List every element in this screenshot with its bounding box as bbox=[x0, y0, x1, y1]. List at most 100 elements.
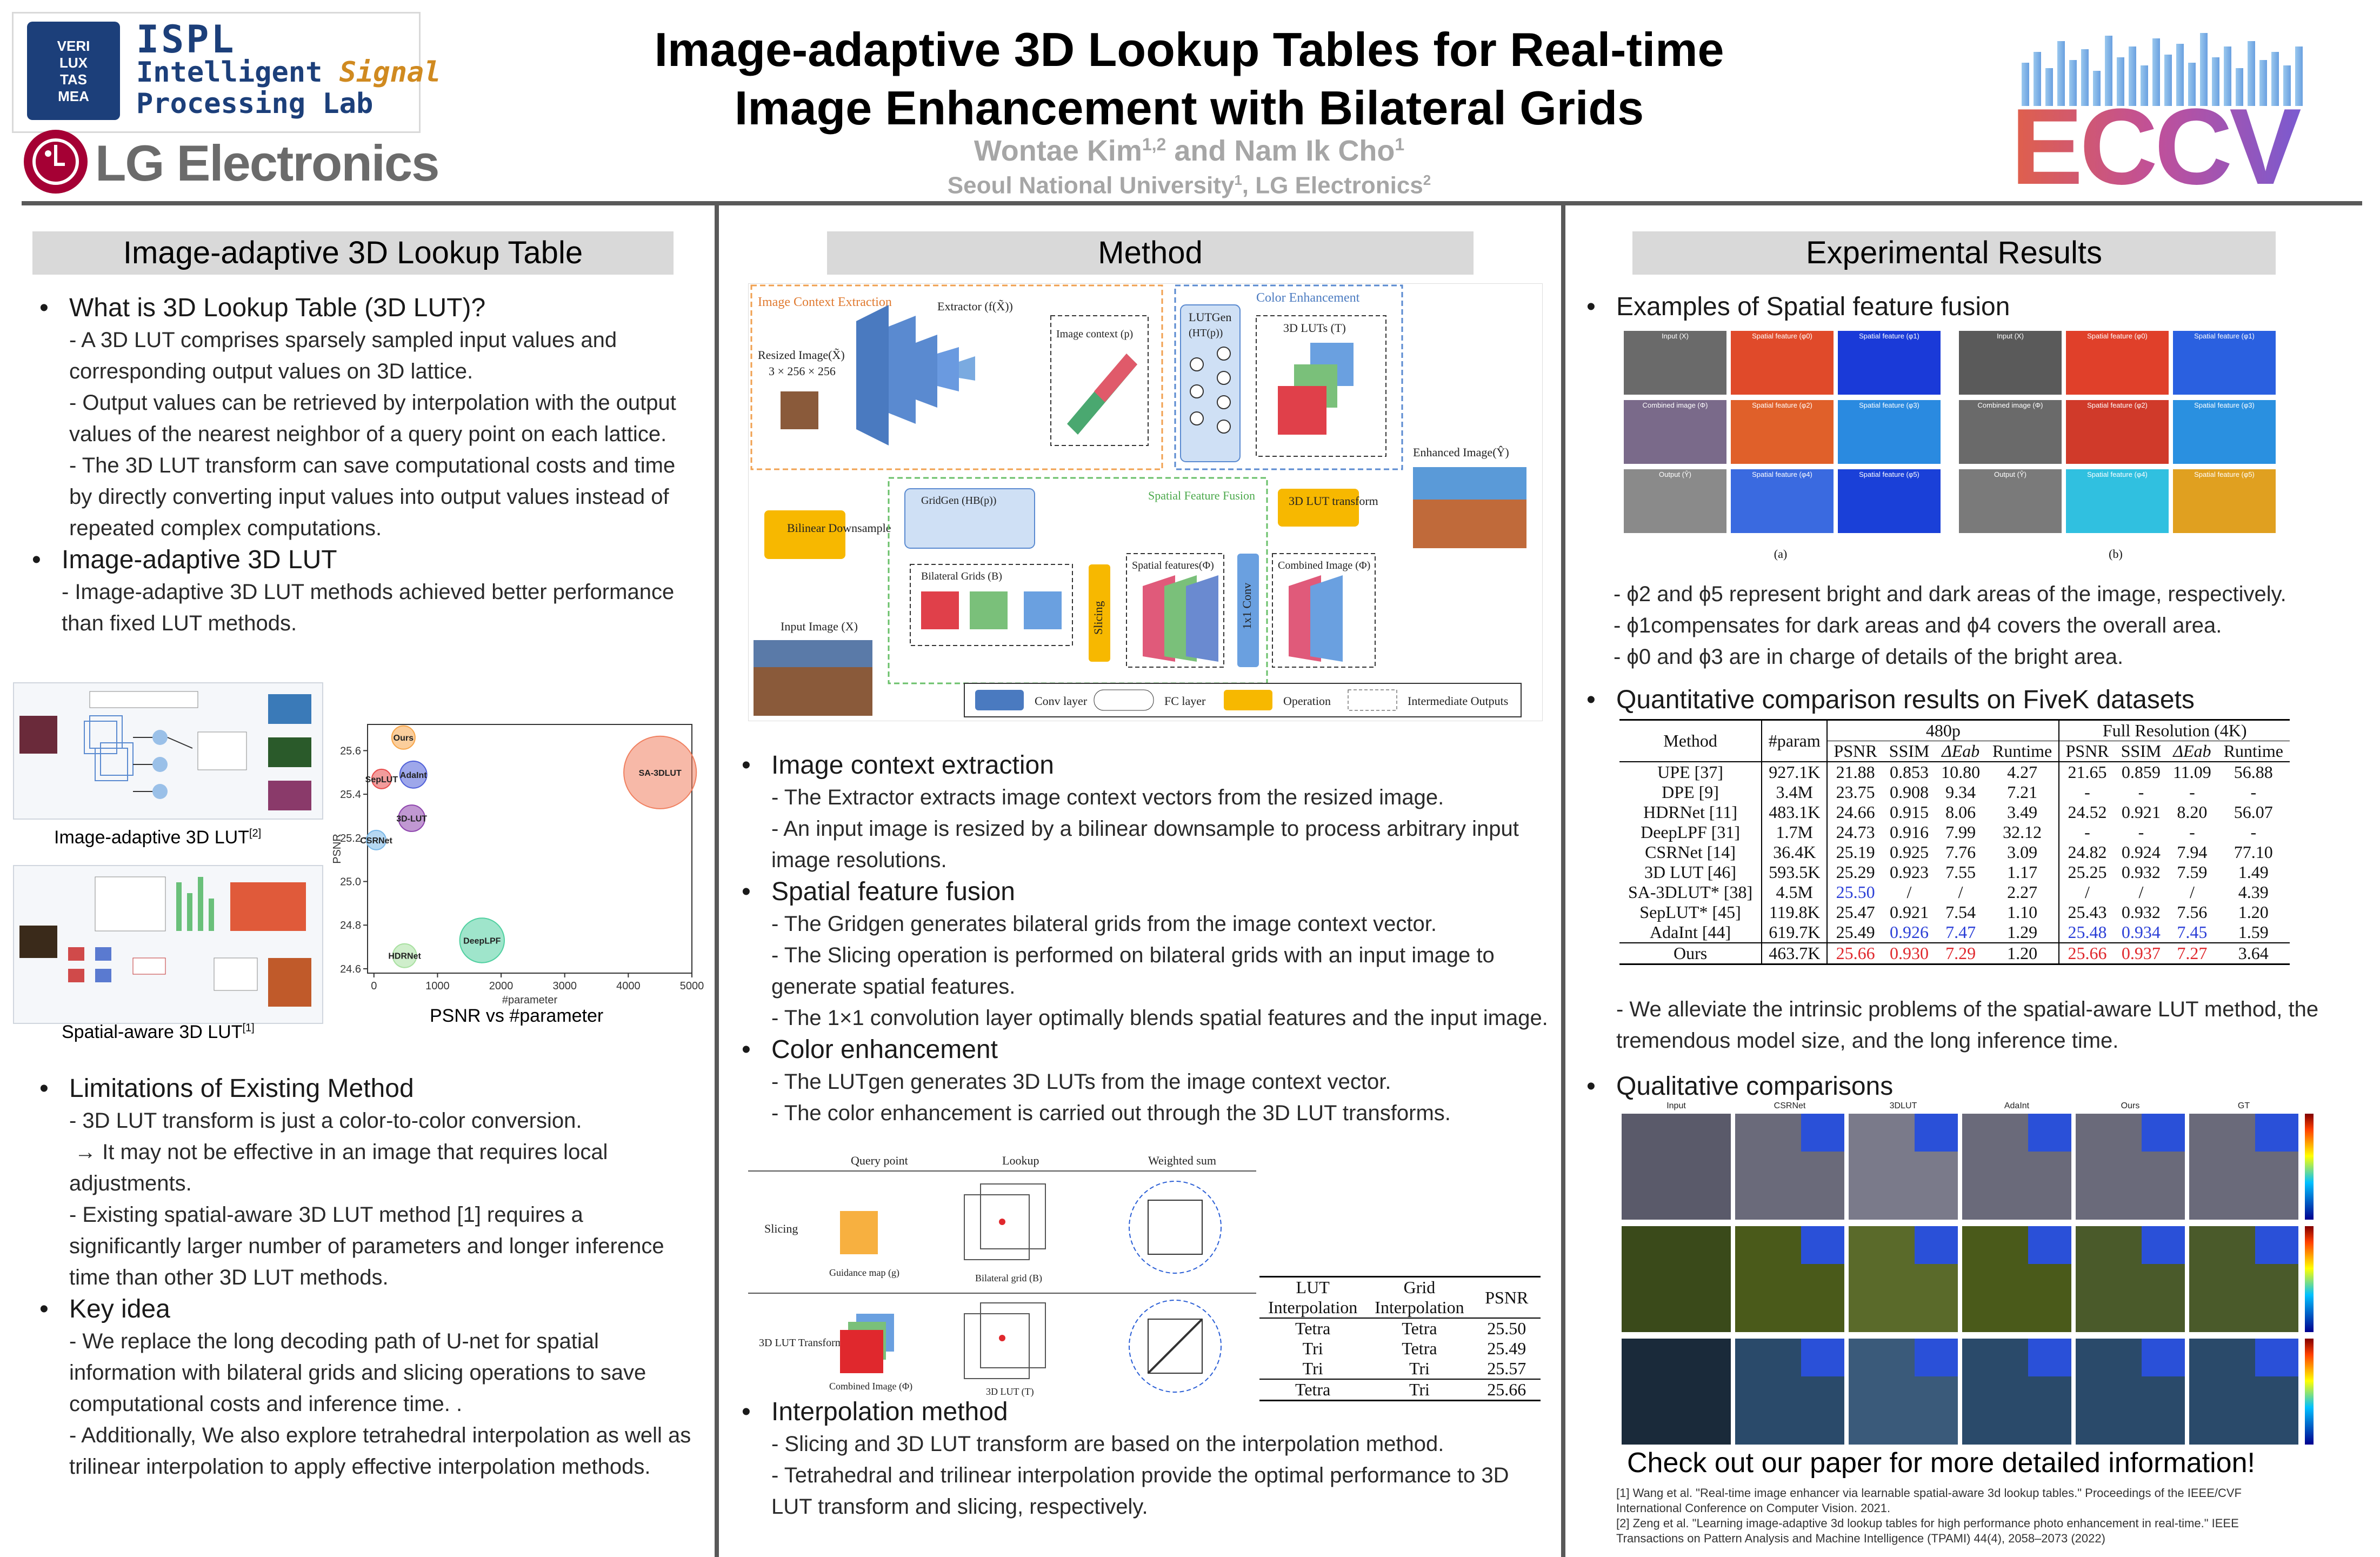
qual-error-inset bbox=[1915, 1114, 1958, 1152]
svg-text:Intermediate Outputs: Intermediate Outputs bbox=[1408, 694, 1508, 708]
table-cell: 3.09 bbox=[2007, 842, 2038, 862]
y-axis-label: PSNR bbox=[331, 834, 343, 864]
svg-text:Enhanced Image(Ŷ): Enhanced Image(Ŷ) bbox=[1413, 445, 1509, 459]
table-cell: 56.07 bbox=[2234, 802, 2273, 822]
table-cell: CSRNet [14] bbox=[1645, 842, 1736, 862]
svg-text:Extractor (f(X̃)): Extractor (f(X̃)) bbox=[937, 300, 1013, 313]
table-cell: 1.29 bbox=[2007, 922, 2038, 942]
svg-text:3D LUT (T): 3D LUT (T) bbox=[986, 1386, 1034, 1398]
fusion-tile-label: Combined image (Φ) bbox=[1978, 401, 2043, 409]
quantitative-table: Method #param 480p Full Resolution (4K) … bbox=[1619, 719, 2344, 965]
table-group-4k: Full Resolution (4K) bbox=[2058, 720, 2290, 741]
method-line: - Slicing and 3D LUT transform are based… bbox=[771, 1432, 1444, 1456]
data-label: 3D-LUT bbox=[396, 815, 427, 824]
bullet-color-enhancement: Color enhancement bbox=[771, 1034, 1550, 1066]
svg-text:Bilinear Downsample: Bilinear Downsample bbox=[787, 521, 891, 535]
qualitative-grid: Input CSRNet 3DLUT AdaInt Ours GT bbox=[1622, 1101, 2335, 1447]
table-cell: 7.54 bbox=[1945, 902, 1976, 922]
column-divider-1 bbox=[715, 205, 719, 1557]
table-cell: 0.915 bbox=[1889, 802, 1929, 822]
table-cell: 25.43 bbox=[2058, 902, 2115, 922]
qual-error-inset bbox=[2028, 1114, 2071, 1152]
ispl-name: ISPL bbox=[136, 17, 236, 62]
keyidea-line: - We replace the long decoding path of U… bbox=[69, 1329, 599, 1353]
fusion-tile-label: Spatial feature (φ2) bbox=[1752, 401, 1812, 409]
table-cell: - bbox=[2250, 782, 2257, 802]
svg-text:Image Context Extraction: Image Context Extraction bbox=[758, 295, 892, 309]
data-label: Ours bbox=[394, 734, 414, 743]
table-row: Tetra Tetra 25.50 bbox=[1295, 1319, 1526, 1338]
table-header: Runtime bbox=[2223, 741, 2283, 761]
table-group-480p: 480p bbox=[1826, 720, 2059, 741]
lg-logo-icon bbox=[24, 130, 88, 194]
method-line: - The LUTgen generates 3D LUTs from the … bbox=[771, 1070, 1391, 1094]
table-cell: 0.853 bbox=[1889, 762, 1929, 782]
bubble-chart-svg: 0 1000 2000 3000 4000 5000 24.6 24.8 25.0 25.2 25.… bbox=[331, 724, 704, 1006]
fusion-tile-label: Output (Ŷ) bbox=[1994, 470, 2026, 478]
qual-error-inset bbox=[1801, 1339, 1844, 1376]
data-label: SepLUT bbox=[365, 775, 398, 784]
svg-text:Image context (p): Image context (p) bbox=[1056, 328, 1133, 340]
table-cell: 1.59 bbox=[2238, 922, 2269, 942]
fusion-tile-label: Output (Ŷ) bbox=[1659, 470, 1691, 478]
lut-line: than fixed LUT methods. bbox=[62, 611, 297, 635]
table-cell: 7.55 bbox=[1945, 862, 1976, 882]
fusion-tile-label: Spatial feature (φ5) bbox=[1859, 470, 1919, 478]
table-header: Method bbox=[1619, 720, 1762, 762]
svg-text:Color Enhancement: Color Enhancement bbox=[1256, 291, 1360, 305]
table-cell: 3.49 bbox=[2007, 802, 2038, 822]
fusion-line: - ϕ0 and ϕ3 are in charge of details of … bbox=[1614, 645, 2124, 669]
table-cell: / bbox=[1906, 882, 1912, 902]
x-tick-label: 1000 bbox=[425, 980, 450, 992]
table-cell: - bbox=[2138, 782, 2144, 802]
ispl-seal-icon: VERI LUX TAS MEA bbox=[27, 22, 120, 120]
results-bullet-1: Examples of Spatial feature fusion bbox=[1616, 291, 2362, 323]
bubble-chart-caption: PSNR vs #parameter bbox=[430, 1006, 604, 1026]
keyidea-line: information with bilateral grids and sli… bbox=[69, 1361, 646, 1385]
fusion-tile bbox=[1838, 331, 1941, 395]
qual-tile bbox=[1622, 1226, 1731, 1332]
quant-line: tremendous model size, and the long infe… bbox=[1616, 1029, 2119, 1053]
svg-text:Combined Image (Φ): Combined Image (Φ) bbox=[829, 1381, 912, 1392]
lut-line: - Output values can be retrieved by inte… bbox=[69, 391, 676, 415]
limit-line: - Existing spatial-aware 3D LUT method [… bbox=[69, 1203, 583, 1227]
table-cell: 3D LUT [46] bbox=[1644, 862, 1737, 882]
fusion-tile bbox=[2066, 400, 2169, 464]
table-row: UPE [37] 927.1K 21.88 0.853 10.80 4.27 21.65 0.… bbox=[1619, 762, 2290, 782]
table-cell: - bbox=[2189, 822, 2195, 842]
svg-text:Guidance map (g): Guidance map (g) bbox=[829, 1267, 899, 1279]
table-cell: SA-3DLUT* [38] bbox=[1628, 882, 1753, 902]
table-row: Tri Tri 25.57 bbox=[1259, 1359, 1541, 1379]
table-header: PSNR bbox=[2058, 741, 2115, 762]
interp-ablation-table: LUT Interpolation Grid Interpolation PSN… bbox=[1259, 1276, 1541, 1401]
method-text-block: Image context extraction - The Extractor… bbox=[771, 749, 1550, 1129]
fusion-tile-label: Spatial feature (φ2) bbox=[2087, 401, 2148, 409]
data-label: SA-3DLUT bbox=[639, 769, 682, 778]
table-cell: 619.7K bbox=[1761, 922, 1828, 943]
data-point bbox=[399, 760, 428, 789]
quant-line: - We alleviate the intrinsic problems of… bbox=[1616, 997, 2319, 1021]
limit-line: → It may not be effective in an image th… bbox=[75, 1140, 608, 1164]
table-header: SSIM bbox=[1889, 741, 1930, 761]
table-cell: / bbox=[2058, 882, 2115, 902]
table-cell: 25.50 bbox=[1826, 882, 1883, 902]
table-header: ΔEab bbox=[2173, 741, 2211, 761]
colorbar bbox=[2305, 1226, 2314, 1332]
table-cell: 25.49 bbox=[1826, 922, 1883, 943]
table-cell: - bbox=[2250, 822, 2257, 842]
fusion-tile bbox=[2066, 469, 2169, 533]
svg-text:Slicing: Slicing bbox=[1091, 601, 1105, 635]
qual-error-inset bbox=[1915, 1339, 1958, 1376]
svg-text:3D LUTs (T): 3D LUTs (T) bbox=[1283, 321, 1346, 335]
bullet-interpolation: Interpolation method bbox=[771, 1396, 1550, 1428]
svg-text:Spatial features(Φ): Spatial features(Φ) bbox=[1132, 560, 1214, 571]
table-cell: 24.73 bbox=[1826, 822, 1883, 842]
reference-line: [2] Zeng et al. "Learning image-adaptive… bbox=[1616, 1516, 2239, 1530]
table-row: DeepLPF [31] 1.7M 24.73 0.916 7.99 32.12- - - - bbox=[1619, 822, 2290, 842]
x-tick-label: 3000 bbox=[552, 980, 576, 992]
qual-error-inset bbox=[2028, 1339, 2071, 1376]
table-cell: 1.20 bbox=[2238, 902, 2269, 922]
fusion-tile bbox=[1959, 400, 2062, 464]
qual-error-inset bbox=[2255, 1339, 2298, 1376]
call-to-action: Check out our paper for more detailed in… bbox=[1627, 1447, 2255, 1479]
